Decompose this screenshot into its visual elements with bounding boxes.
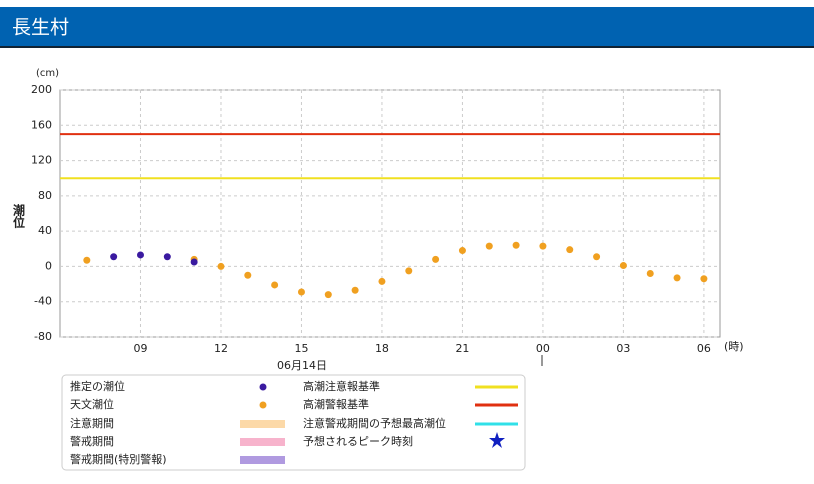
tide-point bbox=[432, 255, 440, 263]
tide-point bbox=[619, 262, 627, 270]
legend-label: 推定の潮位 bbox=[70, 379, 125, 393]
tide-point bbox=[324, 291, 332, 299]
header-bar bbox=[0, 7, 814, 47]
tide-point bbox=[83, 256, 91, 264]
x-tick-label: 15 bbox=[294, 342, 308, 355]
y-tick-label: 80 bbox=[38, 189, 52, 202]
y-tick-label: 0 bbox=[45, 259, 52, 272]
tide-point bbox=[485, 242, 493, 250]
legend-label: 注意期間 bbox=[70, 416, 114, 430]
tide-point bbox=[539, 242, 547, 250]
date-label: 06月14日 bbox=[277, 359, 327, 372]
legend-box bbox=[61, 374, 526, 471]
legend-label: 警戒期間(特別警報) bbox=[70, 452, 167, 466]
peak-star-icon bbox=[489, 432, 505, 448]
header-title: 長生村 bbox=[12, 17, 69, 39]
y-tick-label: 120 bbox=[31, 154, 52, 167]
x-unit: (時) bbox=[724, 340, 744, 353]
tide-point bbox=[378, 277, 386, 285]
y-tick-label: 200 bbox=[31, 83, 52, 96]
legend-label: 天文潮位 bbox=[70, 397, 114, 411]
tide-point bbox=[566, 246, 574, 254]
tide-point bbox=[297, 288, 305, 296]
tide-point bbox=[163, 253, 171, 261]
legend-swatch bbox=[240, 420, 285, 428]
legend-dot bbox=[259, 401, 267, 409]
y-tick-label: -40 bbox=[34, 295, 52, 308]
y-tick-label: 40 bbox=[38, 224, 52, 237]
x-tick-label: 00 bbox=[536, 342, 550, 355]
x-tick-label: 18 bbox=[375, 342, 389, 355]
tide-point bbox=[593, 253, 601, 261]
legend-dot bbox=[259, 383, 267, 391]
y-unit: (cm) bbox=[36, 68, 59, 79]
legend-label: 高潮警報基準 bbox=[303, 397, 369, 411]
legend-label: 高潮注意報基準 bbox=[303, 379, 380, 393]
legend-label: 警戒期間 bbox=[70, 434, 114, 448]
tide-point bbox=[110, 253, 118, 261]
tide-point bbox=[351, 286, 359, 294]
x-tick-label: 09 bbox=[133, 342, 147, 355]
y-tick-label: -80 bbox=[34, 330, 52, 343]
tide-point bbox=[405, 267, 413, 275]
y-label: 潮位 bbox=[12, 203, 26, 229]
tide-point bbox=[673, 274, 681, 282]
header-border bbox=[0, 46, 814, 48]
y-tick-label: 160 bbox=[31, 118, 52, 131]
tide-point bbox=[190, 258, 198, 266]
plot-area bbox=[59, 89, 721, 338]
tide-point bbox=[458, 247, 466, 255]
legend-swatch bbox=[240, 438, 285, 446]
x-tick-label: 12 bbox=[214, 342, 228, 355]
x-tick-label: 21 bbox=[455, 342, 469, 355]
tide-point bbox=[136, 251, 144, 259]
x-tick-label: 06 bbox=[697, 342, 711, 355]
tide-point bbox=[646, 269, 654, 277]
tide-point bbox=[244, 271, 252, 279]
tide-point bbox=[512, 241, 520, 249]
tide-point bbox=[271, 281, 279, 289]
tide-point bbox=[700, 275, 708, 283]
legend-swatch bbox=[240, 456, 285, 464]
x-tick-label: 03 bbox=[616, 342, 630, 355]
legend-label: 注意警戒期間の予想最高潮位 bbox=[303, 416, 446, 430]
tide-point bbox=[217, 262, 225, 270]
legend-label: 予想されるピーク時刻 bbox=[303, 434, 413, 448]
